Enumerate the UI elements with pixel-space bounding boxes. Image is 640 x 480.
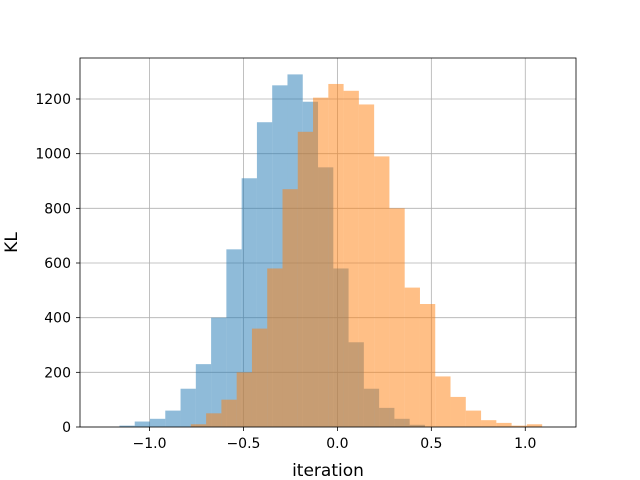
y-axis-label: KL <box>2 232 22 253</box>
x-tick-label-4: 1.0 <box>514 436 536 452</box>
x-axis-ticks: −1.0 −0.5 0.0 0.5 1.0 <box>133 427 536 452</box>
plot-frame <box>79 57 577 428</box>
bar-series1-bin21 <box>511 425 527 427</box>
bar-series1-bin0 <box>190 424 207 427</box>
bar-series0-bin3 <box>165 410 181 427</box>
bar-series0-bin1 <box>134 421 151 427</box>
y-tick-label-4: 800 <box>44 201 71 217</box>
bar-series1-bin6 <box>282 189 298 427</box>
y-tick-label-1: 200 <box>44 365 71 381</box>
bar-series0-bin5 <box>195 364 212 427</box>
y-tick-label-2: 400 <box>44 311 71 327</box>
bar-series1-bin18 <box>465 410 482 427</box>
x-tick-label-0: −1.0 <box>133 436 167 452</box>
y-tick-label-6: 1200 <box>35 92 71 108</box>
y-tick-label-0: 0 <box>62 420 71 436</box>
x-tick-label-1: −0.5 <box>226 436 260 452</box>
bar-series1-bin2 <box>221 399 237 427</box>
bar-series0-bin4 <box>180 388 196 427</box>
x-axis-label: iteration <box>292 461 364 480</box>
bar-series1-bin3 <box>236 372 252 427</box>
bar-series1-bin20 <box>496 422 512 427</box>
bar-series1-bin11 <box>358 104 375 427</box>
bar-series1-bin9 <box>328 83 344 427</box>
bar-series0-bin2 <box>150 418 166 427</box>
y-tick-label-3: 600 <box>44 256 71 272</box>
x-tick-label-3: 0.5 <box>420 436 442 452</box>
bar-series1-bin8 <box>313 97 329 427</box>
bar-series1-bin4 <box>251 328 268 427</box>
bar-series1-bin17 <box>450 396 466 427</box>
y-axis-ticks: 0 200 400 600 800 1000 1200 <box>35 92 80 436</box>
bar-series1-bin13 <box>389 208 405 427</box>
x-tick-label-2: 0.0 <box>326 436 348 452</box>
bar-series1-bin5 <box>267 268 283 427</box>
bar-series1-bin1 <box>206 413 222 427</box>
bar-series1-bin22 <box>526 424 543 427</box>
bar-series1-bin12 <box>374 156 390 427</box>
bar-series0-bin0 <box>119 425 135 427</box>
bar-series1-bin19 <box>481 420 497 427</box>
histogram-bars <box>119 74 543 428</box>
bar-series1-bin16 <box>435 376 451 427</box>
y-tick-label-5: 1000 <box>35 147 71 163</box>
bar-series1-bin15 <box>419 304 436 427</box>
bar-series1-bin10 <box>343 90 359 428</box>
bar-series1-bin14 <box>404 287 420 427</box>
bar-series1-bin7 <box>297 131 314 428</box>
